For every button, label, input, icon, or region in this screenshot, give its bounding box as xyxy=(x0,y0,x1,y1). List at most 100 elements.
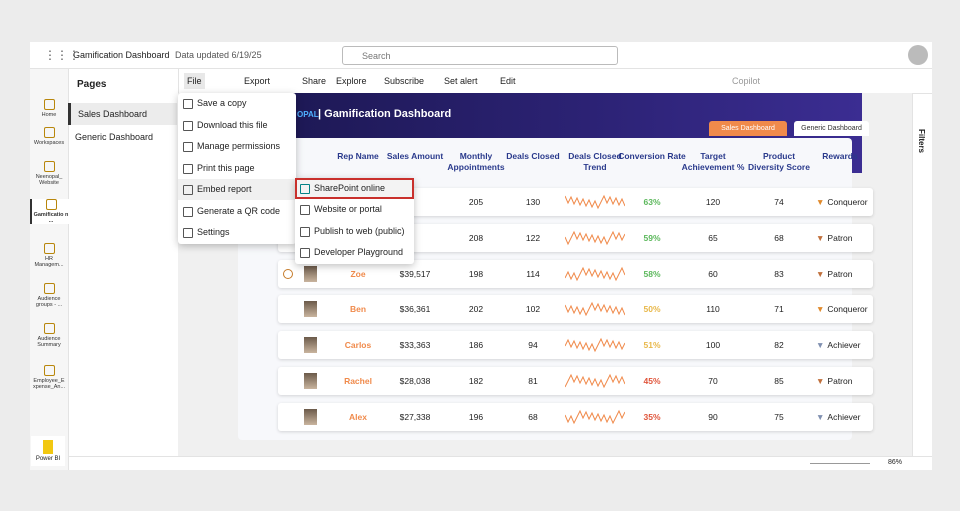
nav-icon xyxy=(43,323,55,334)
table-cell: 68 xyxy=(774,232,784,243)
menu-item[interactable]: Save a copy xyxy=(178,93,296,114)
pages-pane: Pages Sales Dashboard Generic Dashboard xyxy=(68,69,179,456)
toolbar-button[interactable]: Share xyxy=(302,76,327,86)
nav-item[interactable]: Audience groups - ... xyxy=(30,283,68,308)
reward: ▼ Conqueror xyxy=(816,188,886,216)
reward-icon: ▼ xyxy=(816,197,825,207)
table-cell: 110 xyxy=(706,304,720,315)
nav-label: HR Managem... xyxy=(34,256,64,268)
reward-icon: ▼ xyxy=(816,268,825,279)
sparkline-path xyxy=(565,373,625,389)
table-cell: 68 xyxy=(528,411,538,422)
table-cell: $36,361 xyxy=(399,304,431,315)
toolbar-button[interactable]: Edit xyxy=(500,76,516,86)
toolbar-button[interactable]: Explore xyxy=(336,76,367,86)
rep-photo xyxy=(304,373,317,389)
table-cell: 114 xyxy=(526,268,540,279)
report-tab[interactable]: Sales Dashboard xyxy=(709,121,787,136)
status-bar: 86% xyxy=(68,456,932,470)
brand: OPAL xyxy=(297,110,319,119)
zoom-slider[interactable] xyxy=(810,463,870,464)
table-cell: 75 xyxy=(774,411,784,422)
toolbar-button[interactable]: Subscribe xyxy=(384,76,425,86)
rep-photo xyxy=(304,337,317,354)
table-cell: 208 xyxy=(468,232,484,243)
power-bi-icon xyxy=(43,440,53,454)
reward-label: Achiever xyxy=(827,340,861,351)
table-cell: 196 xyxy=(468,411,484,422)
table-row: Ben $36,361 202 102 50% 110 71 ▼ Conqueror xyxy=(278,295,873,324)
menu-item[interactable]: Website or portal xyxy=(295,199,414,220)
table-cell: 120 xyxy=(705,197,721,207)
menu-item[interactable]: Download this file xyxy=(178,115,296,136)
table-cell: $33,363 xyxy=(399,340,431,351)
table-cell: 45% xyxy=(643,376,661,386)
embed-menu: SharePoint online Website or portal Publis… xyxy=(295,178,414,264)
nav-item[interactable]: Neenopal_ Website xyxy=(30,161,68,186)
menu-item[interactable]: SharePoint online xyxy=(295,178,414,199)
column-header: Rep Name xyxy=(337,151,379,161)
reward-label: Achiever xyxy=(827,411,861,422)
copilot[interactable]: Copilot xyxy=(732,76,761,86)
menu-item[interactable]: Embed report xyxy=(178,179,296,200)
menu-item[interactable]: Generate a QR code xyxy=(178,201,296,222)
page-item[interactable]: Generic Dashboard xyxy=(75,132,154,142)
menu-item[interactable]: Settings xyxy=(178,222,296,243)
menu-item[interactable]: Manage permissions xyxy=(178,136,296,157)
data-updated[interactable]: Data updated 6/19/25 xyxy=(175,50,262,60)
filters-pane[interactable]: Filters xyxy=(912,93,932,456)
page-item[interactable]: Sales Dashboard xyxy=(68,103,177,125)
report-title[interactable]: Gamification Dashboard xyxy=(73,50,170,60)
reward: ▼ Patron xyxy=(816,260,886,288)
table-cell: 90 xyxy=(708,411,718,422)
nav-item[interactable]: HR Managem... xyxy=(30,243,68,268)
menu-item[interactable]: Print this page xyxy=(178,158,296,179)
nav-item[interactable]: Employee_E xpense_An... xyxy=(30,365,68,390)
table-cell: 186 xyxy=(468,340,484,351)
nav-label: Workspaces xyxy=(33,140,65,146)
reward-label: Patron xyxy=(827,268,853,279)
reward: ▼ Achiever xyxy=(816,403,886,431)
nav-label: Neenopal_ Website xyxy=(35,174,63,186)
report-tab[interactable]: Generic Dashboard xyxy=(794,121,869,136)
nav-label: Home xyxy=(41,112,57,118)
menu-icon xyxy=(183,163,193,174)
table-cell: 202 xyxy=(468,304,484,315)
table-cell: 50% xyxy=(643,304,661,315)
toolbar: Copilot File Export Share Explore Subscribe S… xyxy=(178,69,932,94)
power-bi[interactable]: Power BI xyxy=(31,436,65,466)
toolbar-button[interactable]: File xyxy=(184,73,205,89)
sparkline xyxy=(565,266,625,281)
table-cell: 65 xyxy=(708,232,718,243)
table-cell: 83 xyxy=(774,268,784,279)
toolbar-button[interactable]: Set alert xyxy=(444,76,478,86)
menu-item[interactable]: Developer Playground xyxy=(295,242,414,263)
search-placeholder: Search xyxy=(362,51,391,61)
table-cell: 60 xyxy=(708,268,718,279)
reward: ▼ Patron xyxy=(816,367,886,395)
table-cell: $27,338 xyxy=(399,411,431,422)
medal-icon xyxy=(283,268,293,279)
nav-label: Audience Summary xyxy=(37,336,61,348)
nav-item[interactable]: Workspaces xyxy=(30,127,68,146)
table-cell: 205 xyxy=(468,197,484,207)
nav-icon xyxy=(45,199,57,210)
nav-icon xyxy=(43,161,55,172)
nav-item[interactable]: Audience Summary xyxy=(30,323,68,348)
menu-item[interactable]: Publish to web (public) xyxy=(295,221,414,242)
app: ⋮⋮⋮ Gamification Dashboard Data updated … xyxy=(30,42,932,470)
toolbar-button[interactable]: Export xyxy=(244,76,271,86)
menu-icon xyxy=(300,205,310,216)
avatar[interactable] xyxy=(908,45,928,65)
table-cell: 100 xyxy=(705,340,721,351)
table-cell: 198 xyxy=(468,268,484,279)
search-box[interactable]: Search xyxy=(342,46,618,65)
left-nav: Home Workspaces Neenopal_ Website Gamificat… xyxy=(30,69,70,470)
nav-item[interactable]: Gamificatio n ... xyxy=(30,199,70,224)
sparkline xyxy=(565,230,625,245)
app-launcher[interactable]: ⋮⋮⋮ xyxy=(44,48,80,62)
sparkline xyxy=(565,373,625,389)
nav-item[interactable]: Home xyxy=(30,99,68,118)
table-cell: 35% xyxy=(643,411,661,422)
sparkline-path xyxy=(565,302,625,317)
